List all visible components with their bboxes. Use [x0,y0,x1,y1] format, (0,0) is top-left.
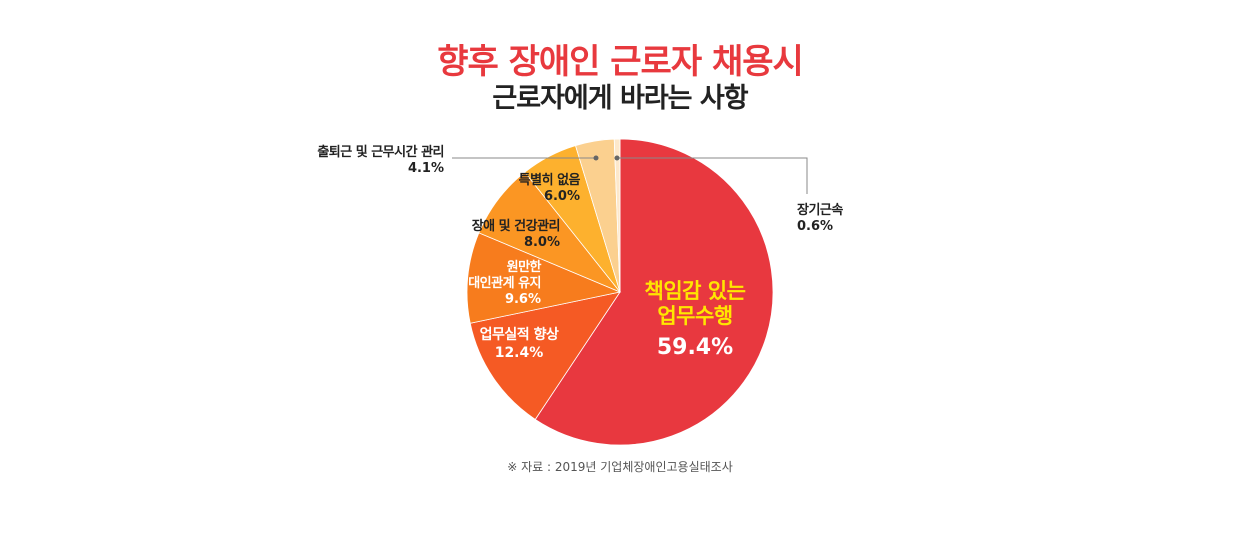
slice-value-5: 4.1% [408,161,444,176]
leader-dot-5 [593,155,599,161]
slice-value-3: 8.0% [524,235,560,250]
slice-label-1: 업무실적 향상 12.4% [480,326,559,361]
chart-title-line2: 근로자에게 바라는 사항 [492,83,748,114]
leader-dot-6 [614,155,620,161]
slice-value-2: 9.6% [505,292,541,307]
slice-label-4: 특별히 없음 6.0% [519,172,581,204]
slice-value-1: 12.4% [495,345,544,361]
chart-title-line1: 향후 장애인 근로자 채용시 [437,42,804,82]
slice-value-0: 59.4% [657,335,733,360]
slice-label-0: 책임감 있는 업무수행 59.4% [645,279,746,360]
pie-slice-6 [613,138,621,293]
pie-slices [466,138,774,446]
slice-value-4: 6.0% [544,189,580,204]
leader-line-6 [617,157,808,194]
source-note: ※ 자료 : 2019년 기업체장애인고용실태조사 [507,460,733,474]
pie-slice-2 [466,232,622,324]
slice-label-3: 장애 및 건강관리 8.0% [472,218,560,250]
slice-value-6: 0.6% [797,219,833,234]
slice-label-2: 원만한 대인관계 유지 9.6% [468,259,541,307]
slice-label-6: 장기근속 0.6% [797,202,843,234]
pie-slice-1 [469,291,621,420]
pie-slice-0 [534,138,774,446]
slice-label-5: 출퇴근 및 근무시간 관리 4.1% [317,144,444,176]
